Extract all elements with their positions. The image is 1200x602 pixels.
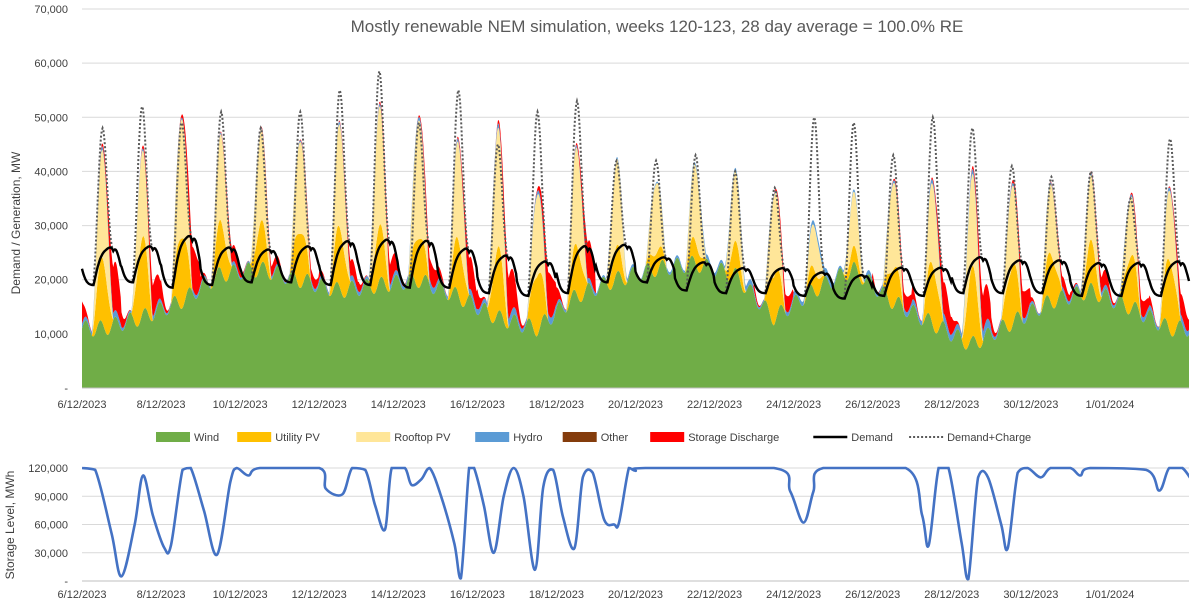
legend-swatch [475, 432, 510, 442]
x-tick-label: 22/12/2023 [687, 589, 742, 601]
x-tick-label: 22/12/2023 [687, 399, 742, 411]
legend-swatch [237, 432, 272, 442]
legend: Wind Utility PV Rooftop PV Hydro Other Storag… [156, 432, 1031, 444]
legend-label: Demand+Charge [947, 432, 1031, 444]
x-tick-label: 8/12/2023 [137, 589, 186, 601]
main-y-axis-label: Demand / Generation, MW [9, 151, 23, 294]
legend-label: Wind [194, 432, 219, 444]
x-tick-label: 26/12/2023 [845, 589, 900, 601]
storage-y-axis-label: Storage Level, MWh [3, 471, 17, 580]
storage-level-line [82, 466, 1189, 581]
x-tick-label: 10/12/2023 [213, 399, 268, 411]
legend-label: Other [601, 432, 629, 444]
line-demand [80, 234, 1191, 300]
x-tick-label: 20/12/2023 [608, 589, 663, 601]
y-tick-label: 60,000 [34, 520, 68, 532]
x-tick-label: 20/12/2023 [608, 399, 663, 411]
x-tick-label: 28/12/2023 [924, 399, 979, 411]
x-tick-label: 8/12/2023 [137, 399, 186, 411]
generation-stack [82, 101, 1189, 388]
y-tick-label: 30,000 [34, 221, 68, 233]
y-tick-label: 60,000 [34, 58, 68, 70]
x-tick-label: 18/12/2023 [529, 589, 584, 601]
legend-label: Storage Discharge [688, 432, 779, 444]
y-tick-label: 50,000 [34, 112, 68, 124]
x-tick-label: 24/12/2023 [766, 399, 821, 411]
legend-label: Utility PV [275, 432, 320, 444]
x-tick-label: 14/12/2023 [371, 399, 426, 411]
storage-chart-axes: - 30,000 60,000 90,000 120,000 6/12/2023 8/12/… [28, 463, 1189, 601]
legend-swatch [650, 432, 685, 442]
x-tick-label: 16/12/2023 [450, 589, 505, 601]
area-rooftop-pv [82, 106, 1189, 342]
x-tick-label: 18/12/2023 [529, 399, 584, 411]
y-tick-label: 120,000 [28, 463, 68, 475]
legend-label: Rooftop PV [394, 432, 451, 444]
x-tick-label: 30/12/2023 [1003, 399, 1058, 411]
y-tick-label: 20,000 [34, 275, 68, 287]
legend-swatch [156, 432, 190, 442]
main-chart-axes: - 10,000 20,000 30,000 40,000 50,000 60,000 70,… [34, 4, 1189, 411]
legend-swatch [562, 432, 597, 442]
y-tick-label: 70,000 [34, 4, 68, 16]
x-tick-label: 6/12/2023 [58, 589, 107, 601]
x-tick-label: 24/12/2023 [766, 589, 821, 601]
x-tick-label: 10/12/2023 [213, 589, 268, 601]
storage-chart-gridlines [82, 467, 1189, 554]
legend-label: Hydro [513, 432, 542, 444]
x-tick-label: 1/01/2024 [1085, 589, 1134, 601]
x-tick-label: 30/12/2023 [1003, 589, 1058, 601]
line-demand-plus-charge [81, 71, 1190, 300]
x-tick-label: 1/01/2024 [1085, 399, 1134, 411]
y-tick-label: 40,000 [34, 166, 68, 178]
x-tick-label: 14/12/2023 [371, 589, 426, 601]
demand-lines [80, 71, 1191, 300]
y-tick-label: - [64, 383, 68, 395]
area-wind [82, 255, 1189, 388]
x-tick-label: 16/12/2023 [450, 399, 505, 411]
y-tick-label: 30,000 [34, 548, 68, 560]
y-tick-label: 90,000 [34, 491, 68, 503]
legend-swatch [356, 432, 391, 442]
x-tick-label: 6/12/2023 [58, 399, 107, 411]
x-tick-label: 12/12/2023 [292, 589, 347, 601]
legend-label: Demand [851, 432, 893, 444]
y-tick-label: - [64, 576, 68, 588]
x-tick-label: 28/12/2023 [924, 589, 979, 601]
chart-title: Mostly renewable NEM simulation, weeks 1… [351, 17, 964, 36]
x-tick-label: 26/12/2023 [845, 399, 900, 411]
x-tick-label: 12/12/2023 [292, 399, 347, 411]
y-tick-label: 10,000 [34, 329, 68, 341]
line-storage-level [82, 466, 1189, 581]
